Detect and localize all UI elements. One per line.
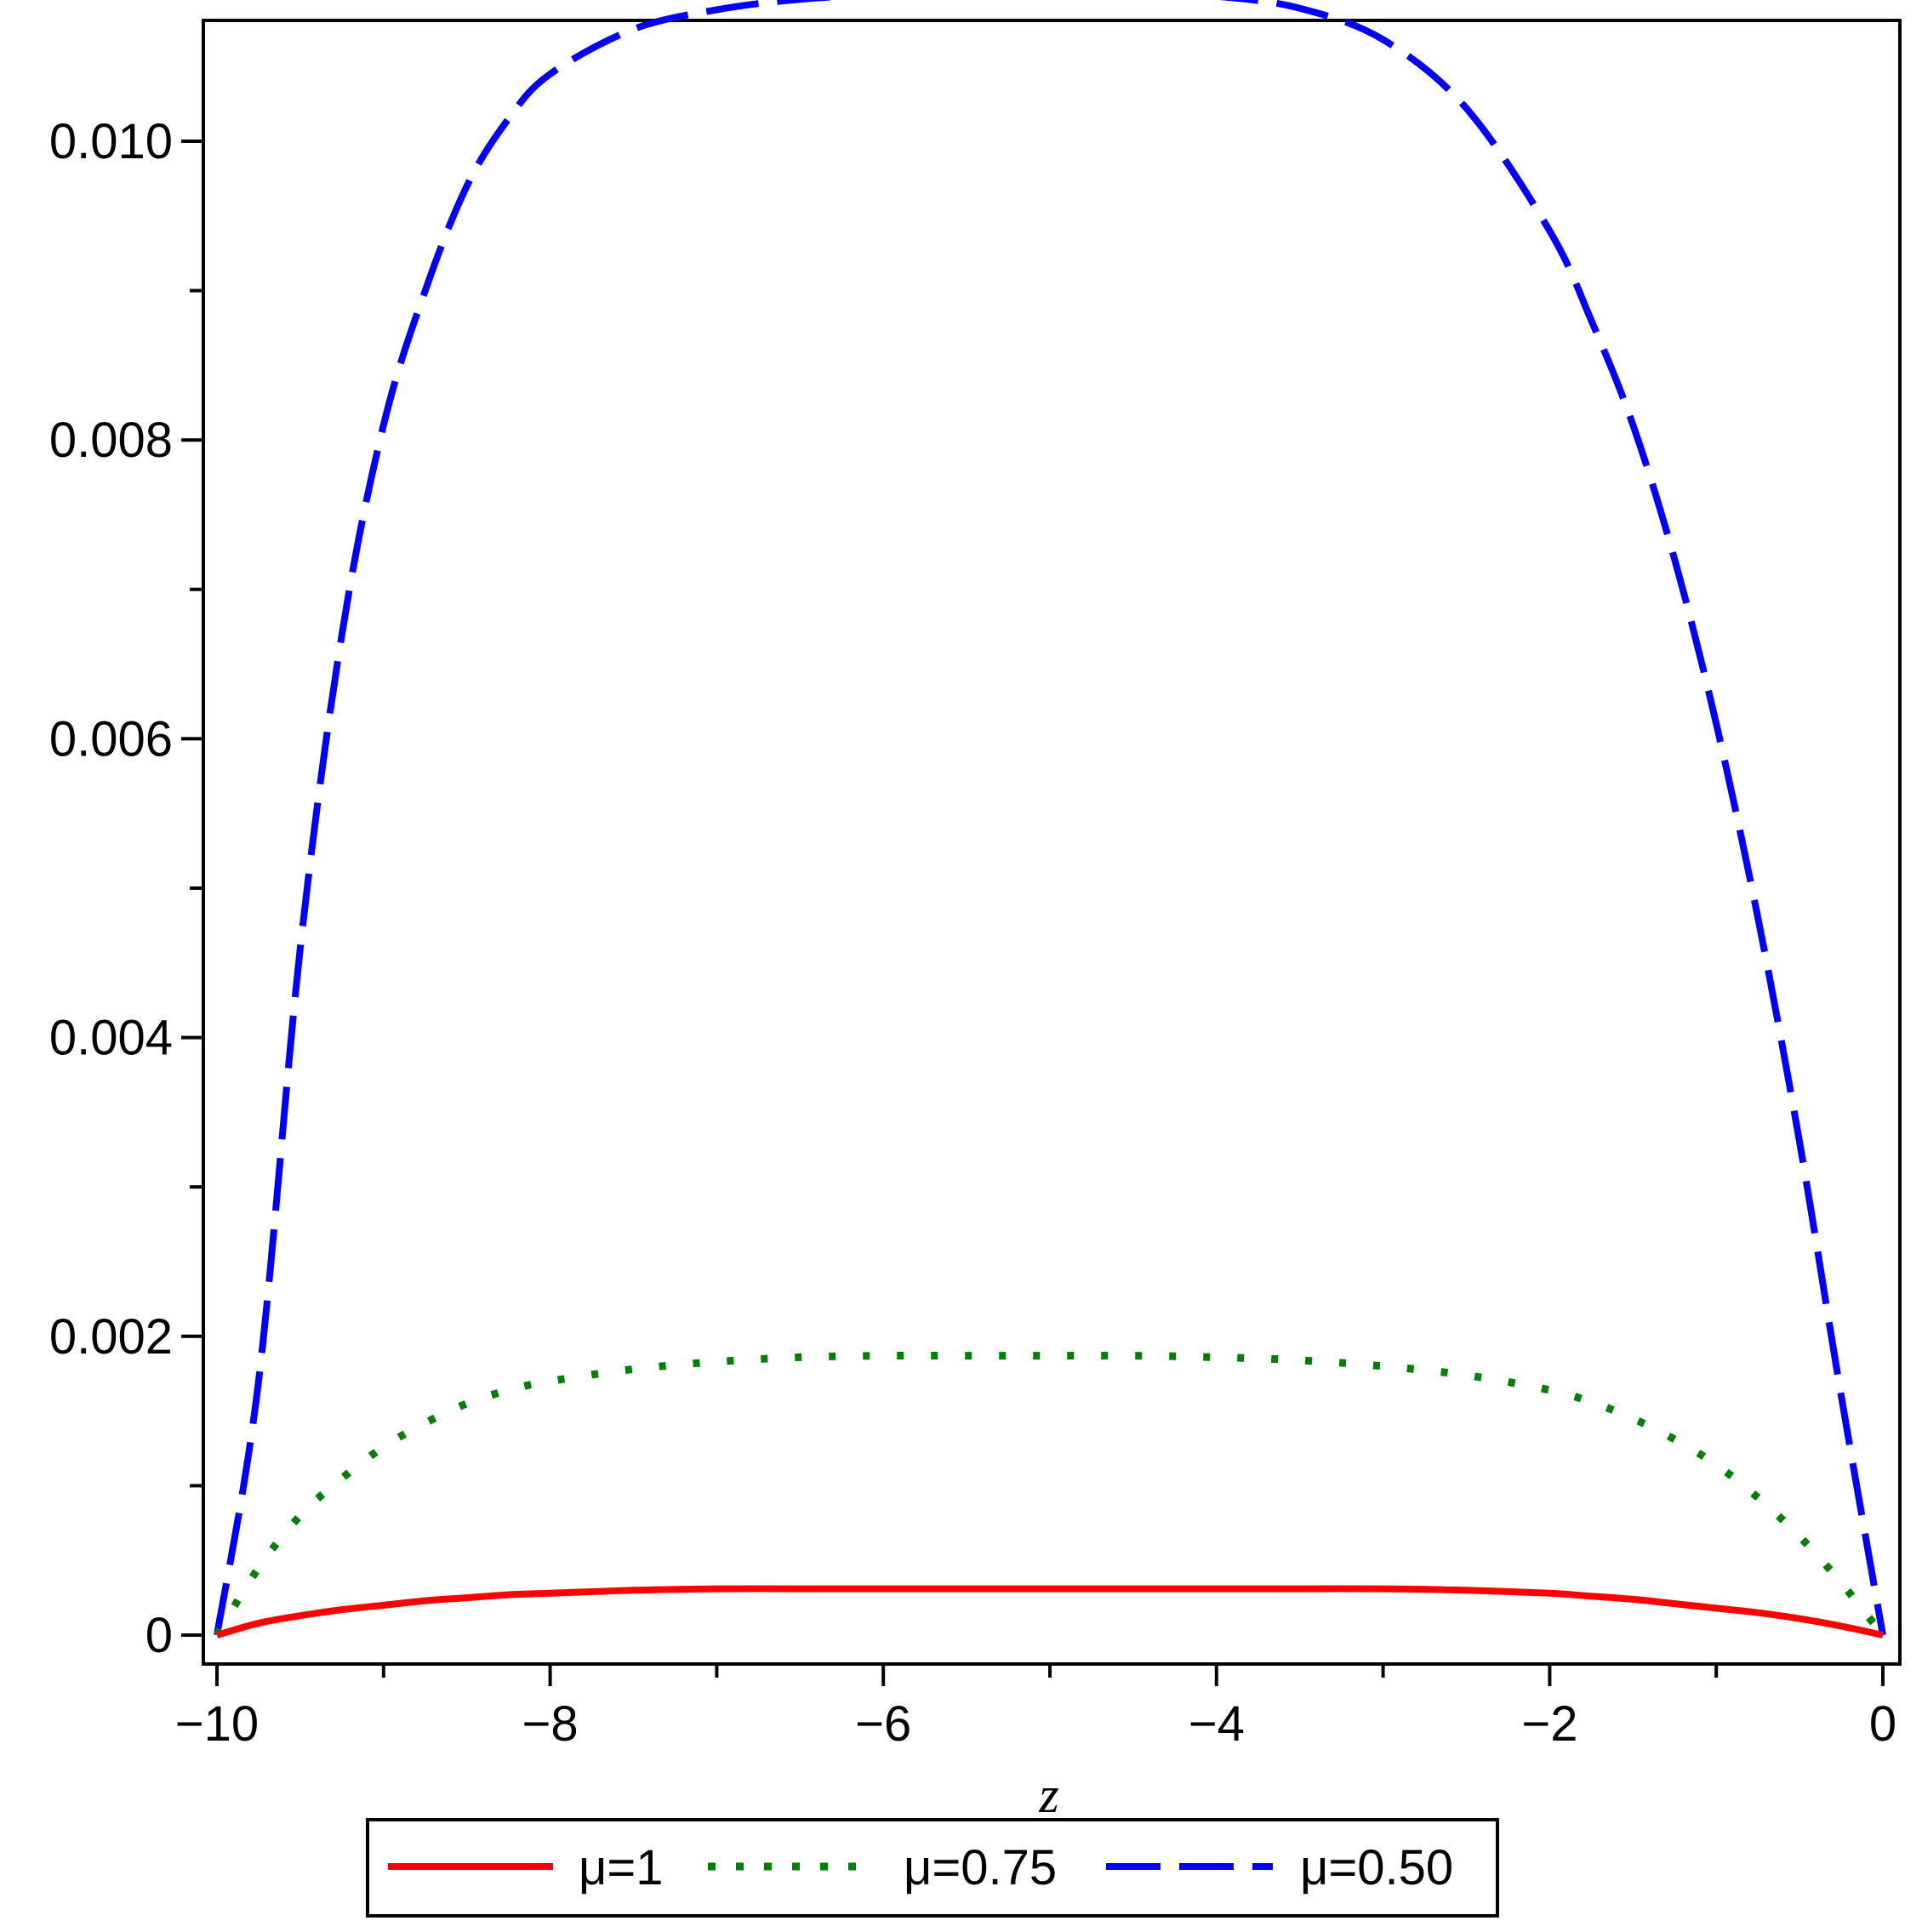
legend-label-mu-075: μ=0.75	[904, 1840, 1057, 1895]
series-line--0-50	[214, 0, 1886, 1636]
y-tick-label: 0.002	[49, 1309, 173, 1365]
y-tick-label: 0.008	[49, 413, 173, 468]
x-tick-label: 0	[1869, 1696, 1896, 1752]
y-axis: 0 0.002 0.004 0.006 0.008 0.010	[49, 114, 203, 1663]
x-tick-label: −4	[1189, 1696, 1245, 1752]
legend-box	[366, 1818, 1499, 1918]
y-tick-label: 0.004	[49, 1011, 173, 1066]
y-tick-label: 0.006	[49, 711, 173, 767]
series-line--0-75	[214, 1351, 1886, 1638]
y-tick-label: 0	[145, 1608, 173, 1663]
x-axis: −10 −8 −6 −4 −2 0	[175, 1664, 1896, 1752]
x-tick-label: −10	[175, 1696, 259, 1752]
x-tick-label: −2	[1521, 1696, 1577, 1752]
series-layer	[214, 0, 1886, 1638]
plot-frame	[202, 19, 1902, 1666]
x-tick-label: −6	[855, 1696, 911, 1752]
legend: μ=1 μ=0.75 μ=0.50	[366, 1818, 1499, 1918]
x-axis-label: z	[1038, 1767, 1058, 1823]
y-tick-label: 0.010	[49, 114, 173, 169]
series-line--1	[215, 1585, 1884, 1638]
x-tick-label: −8	[522, 1696, 579, 1752]
legend-label-mu-1: μ=1	[579, 1840, 664, 1895]
legend-label-mu-050: μ=0.50	[1300, 1840, 1453, 1895]
